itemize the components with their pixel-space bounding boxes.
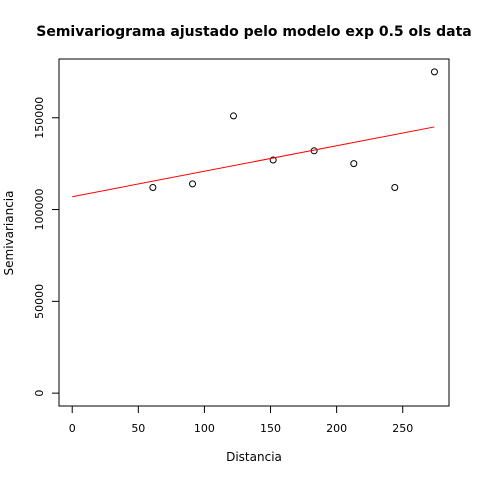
x-tick-label: 100	[194, 422, 215, 435]
plot-frame	[58, 58, 450, 407]
data-point	[149, 184, 157, 192]
y-tick-label: 100000	[33, 189, 46, 231]
data-point	[230, 112, 238, 120]
data-point	[350, 160, 358, 168]
data-point	[189, 180, 197, 188]
x-tick-label: 150	[260, 422, 281, 435]
x-tick-label: 200	[326, 422, 347, 435]
plot-series	[72, 68, 438, 198]
y-tick-label: 0	[33, 390, 46, 397]
y-axis-label: Semivariancia	[2, 191, 16, 276]
x-tick-label: 250	[392, 422, 413, 435]
x-tick-label: 0	[69, 422, 76, 435]
x-axis: 0 50 100 150 200 250	[69, 406, 413, 435]
y-axis: 0 50000 100000 150000	[33, 97, 59, 397]
fitted-model-line	[72, 126, 435, 198]
data-point	[391, 184, 399, 192]
y-tick-label: 50000	[33, 284, 46, 319]
data-point	[269, 156, 277, 164]
x-tick-label: 50	[131, 422, 145, 435]
data-point	[430, 68, 438, 76]
chart-title: Semivariograma ajustado pelo modelo exp …	[36, 24, 472, 40]
x-axis-label: Distancia	[226, 450, 282, 464]
y-tick-label: 150000	[33, 97, 46, 139]
